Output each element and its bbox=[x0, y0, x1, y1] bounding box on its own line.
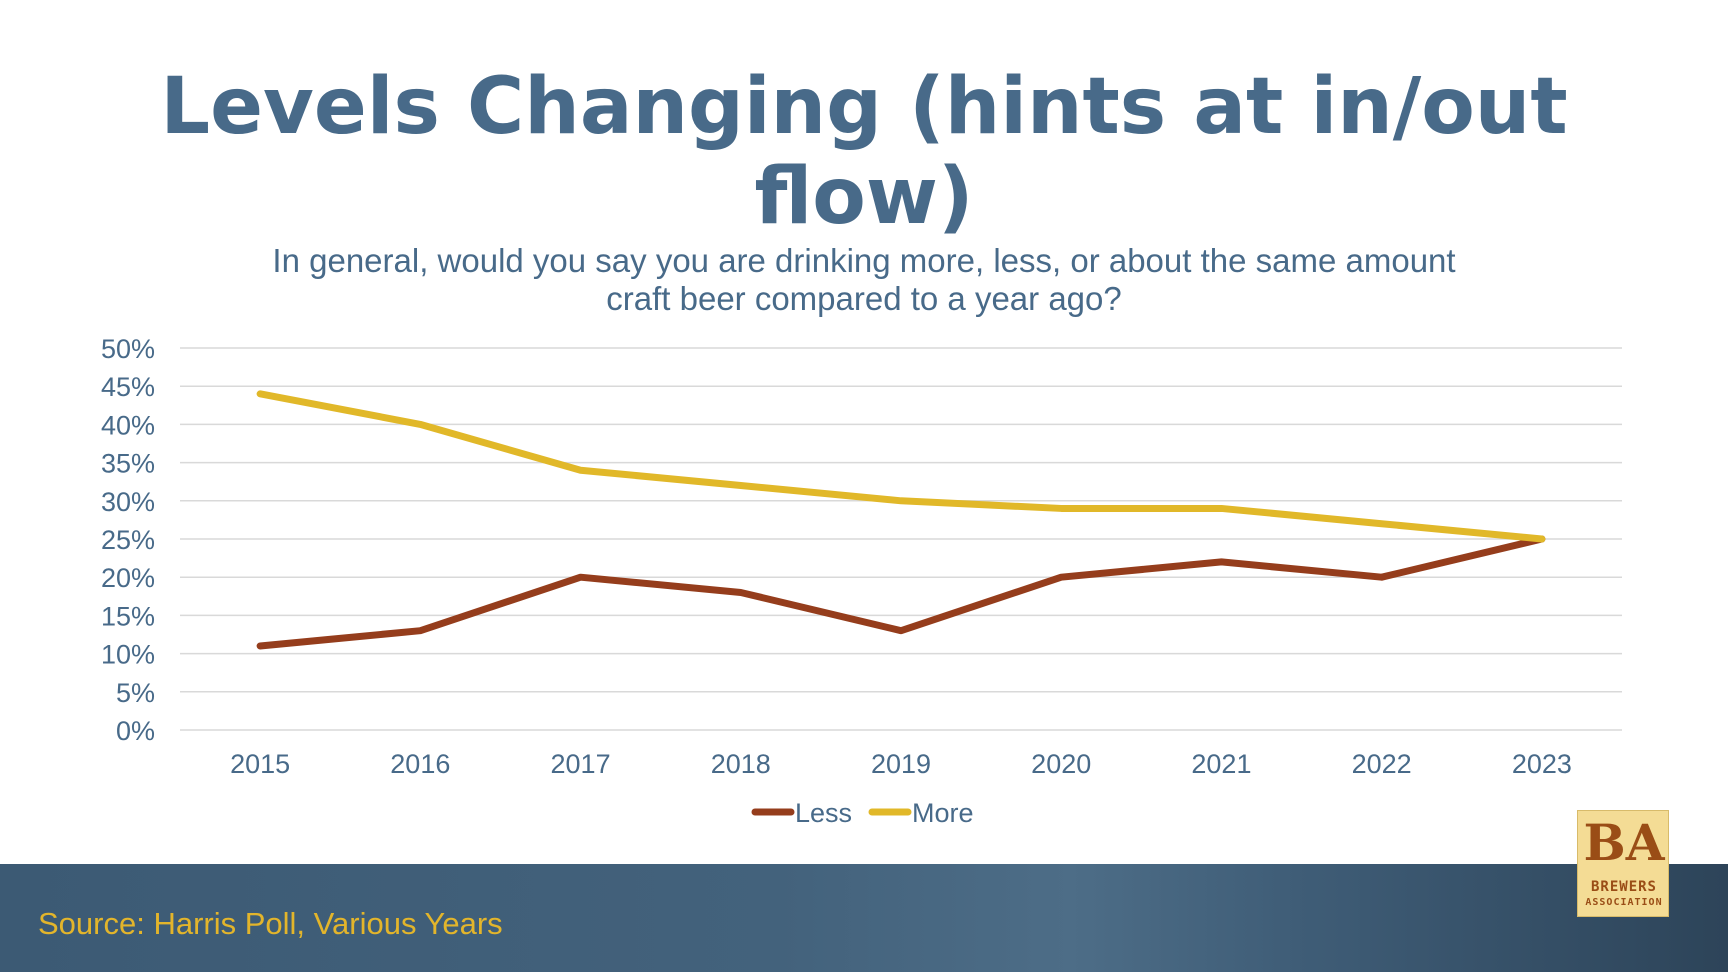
y-tick-label: 20% bbox=[101, 563, 155, 593]
x-tick-label: 2016 bbox=[390, 749, 450, 779]
logo-text-association: ASSOCIATION bbox=[1585, 897, 1663, 908]
gridlines bbox=[180, 347, 1622, 731]
x-tick-label: 2021 bbox=[1191, 749, 1251, 779]
series-line-less bbox=[256, 535, 1546, 650]
y-tick-label: 0% bbox=[116, 716, 155, 746]
legend: Less More bbox=[751, 798, 974, 828]
footer-band bbox=[0, 864, 1728, 972]
logo-text-brewers: BREWERS bbox=[1590, 879, 1657, 895]
brewers-association-logo: BA BREWERS ASSOCIATION bbox=[1577, 810, 1669, 917]
x-tick-label: 2019 bbox=[871, 749, 931, 779]
y-axis-ticks: 0% 5% 10% 15% 20% 25% 30% 35% 40% 45% 50% bbox=[101, 334, 155, 746]
x-tick-label: 2018 bbox=[711, 749, 771, 779]
y-tick-label: 50% bbox=[101, 334, 155, 364]
y-tick-label: 40% bbox=[101, 410, 155, 440]
legend-label: Less bbox=[795, 798, 852, 828]
y-tick-label: 35% bbox=[101, 449, 155, 479]
logo-mark: BA bbox=[1583, 813, 1665, 872]
x-tick-label: 2020 bbox=[1031, 749, 1091, 779]
y-tick-label: 10% bbox=[101, 640, 155, 670]
y-tick-label: 5% bbox=[116, 678, 155, 708]
x-tick-label: 2022 bbox=[1352, 749, 1412, 779]
x-tick-label: 2015 bbox=[230, 749, 290, 779]
series-lines bbox=[256, 390, 1546, 650]
x-axis-ticks: 2015 2016 2017 2018 2019 2020 2021 2022 2023 bbox=[230, 749, 1572, 779]
chart-subtitle: In general, would you say you are drinki… bbox=[272, 242, 1456, 317]
x-tick-label: 2017 bbox=[551, 749, 611, 779]
slide-title: Levels Changing (hints at in/out flow) bbox=[160, 62, 1568, 242]
legend-label: More bbox=[912, 798, 974, 828]
y-tick-label: 45% bbox=[101, 372, 155, 402]
source-note: Source: Harris Poll, Various Years bbox=[38, 906, 503, 941]
x-tick-label: 2023 bbox=[1512, 749, 1572, 779]
y-tick-label: 25% bbox=[101, 525, 155, 555]
y-tick-label: 30% bbox=[101, 487, 155, 517]
series-line-more bbox=[256, 390, 1546, 543]
y-tick-label: 15% bbox=[101, 601, 155, 631]
line-chart: 0% 5% 10% 15% 20% 25% 30% 35% 40% 45% 50% 2015 2016… bbox=[101, 334, 1622, 828]
